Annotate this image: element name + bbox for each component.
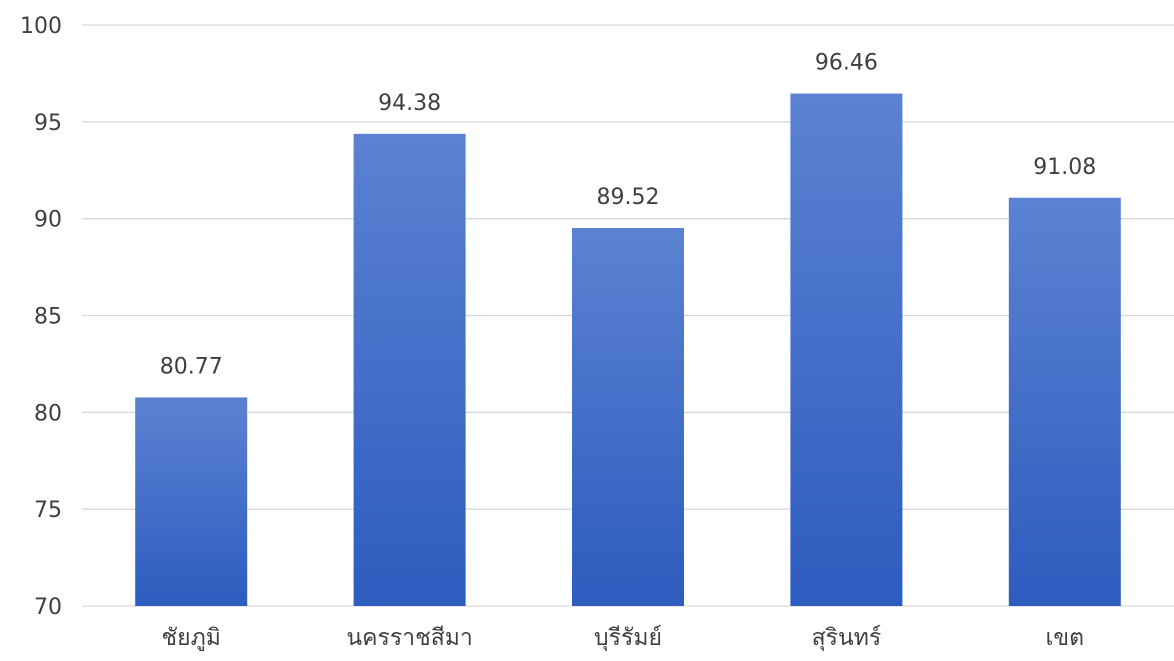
x-category-label: ชัยภูมิ xyxy=(161,625,220,651)
y-tick-label: 75 xyxy=(34,498,62,523)
data-label: 89.52 xyxy=(597,185,660,210)
data-label: 80.77 xyxy=(160,354,223,379)
y-tick-label: 90 xyxy=(34,208,62,233)
bar xyxy=(135,397,248,606)
data-label: 91.08 xyxy=(1033,155,1096,180)
bar xyxy=(572,227,684,607)
data-label: 94.38 xyxy=(378,91,441,116)
y-tick-label: 85 xyxy=(34,305,62,330)
x-axis-categories: ชัยภูมิ นครราชสีมา บุรีรัมย์ สุรินทร์ เขต xyxy=(161,624,1084,651)
x-category-label: เขต xyxy=(1046,625,1085,651)
data-label: 96.46 xyxy=(815,51,878,76)
x-category-label: สุรินทร์ xyxy=(812,624,882,651)
x-category-label: บุรีรัมย์ xyxy=(594,624,662,651)
y-tick-label: 80 xyxy=(34,401,62,426)
data-labels: 80.77 94.38 89.52 96.46 91.08 xyxy=(160,51,1097,380)
bar xyxy=(790,93,903,607)
y-tick-label: 70 xyxy=(34,595,62,620)
x-category-label: นครราชสีมา xyxy=(346,625,472,651)
bar xyxy=(1008,197,1121,606)
y-axis-ticks: 70 75 80 85 90 95 100 xyxy=(20,14,62,620)
y-tick-label: 95 xyxy=(34,111,62,136)
bars xyxy=(135,93,1121,607)
bar xyxy=(353,133,466,606)
y-tick-label: 100 xyxy=(20,14,62,39)
